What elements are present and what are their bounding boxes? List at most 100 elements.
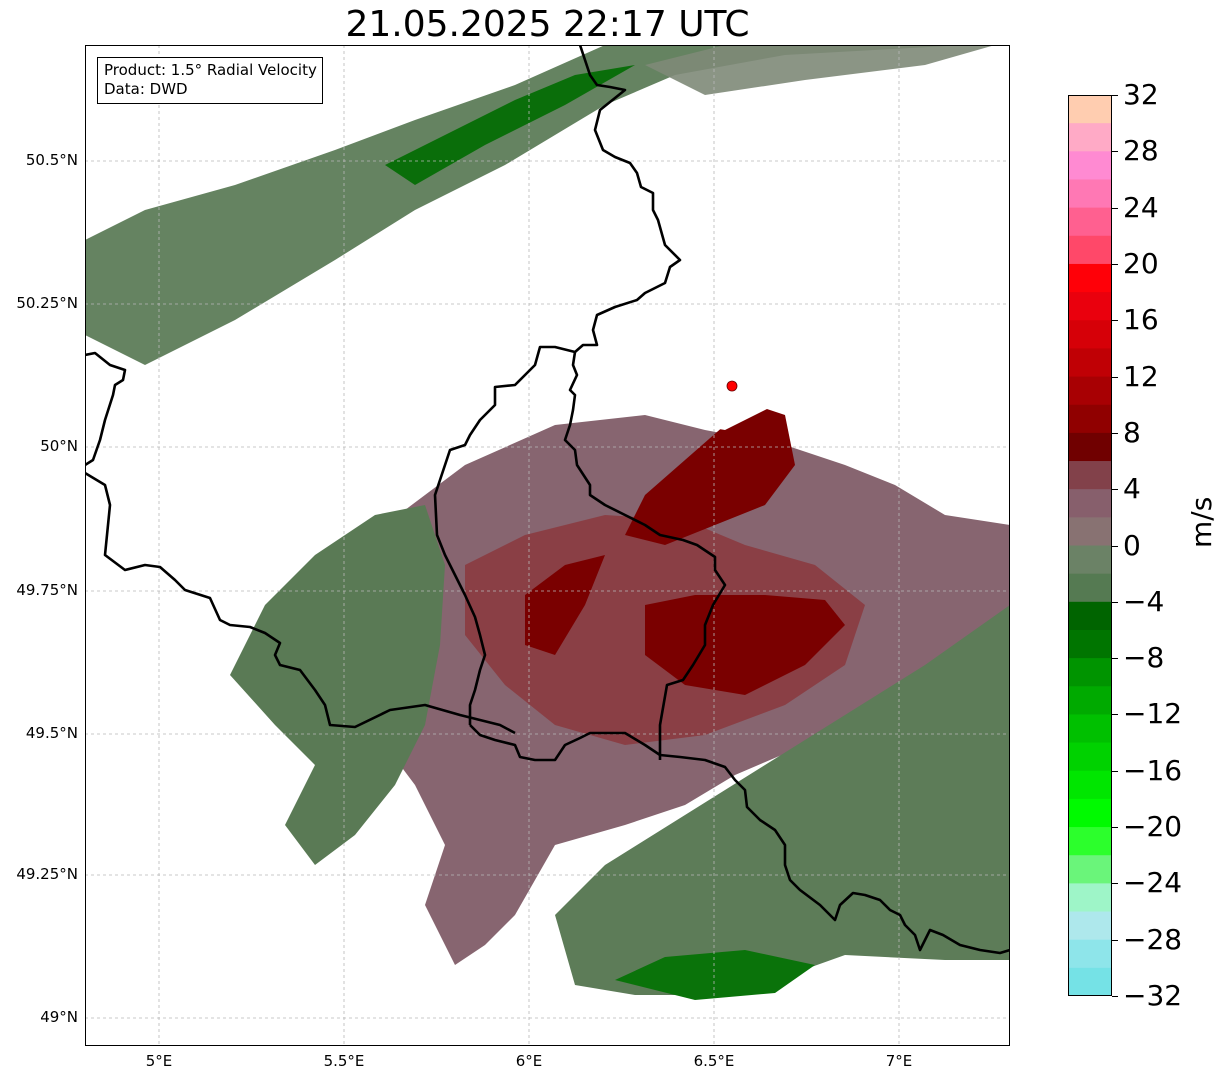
colorbar-swatch [1068,545,1112,575]
colorbar-tick-mark [1112,95,1118,96]
colorbar-tick-label: −16 [1123,753,1183,787]
colorbar-swatch [1068,151,1112,181]
colorbar-swatch [1068,263,1112,293]
colorbar-swatch [1068,123,1112,152]
border-be-lu [85,351,127,467]
colorbar [1068,95,1112,997]
colorbar-tick-mark [1112,207,1118,209]
data-source-label: Data: DWD [104,80,188,98]
colorbar-tick-mark [1112,770,1118,772]
colorbar-swatch [1068,658,1112,687]
colorbar-tick-label: −20 [1123,810,1183,844]
lat-tick-label: 49.75°N [16,581,78,599]
echo-nw-strong [385,65,635,185]
colorbar-swatch [1068,489,1112,518]
colorbar-tick-label: 12 [1123,359,1159,393]
border-be-de [574,45,682,353]
colorbar-swatch [1068,320,1112,350]
colorbar-swatch [1068,855,1112,884]
lon-tick-label: 7°E [885,1052,913,1070]
colorbar-swatch [1068,601,1112,631]
colorbar-swatch [1068,770,1112,800]
colorbar-swatch [1068,376,1112,406]
lat-tick-label: 49°N [40,1008,78,1026]
echo-s-strong-green [615,950,815,1000]
border-be-fr [85,471,516,735]
colorbar-tick-mark [1112,883,1118,885]
colorbar-tick-mark [1112,376,1118,378]
lon-tick-label: 6.5°E [693,1052,735,1070]
lat-tick-label: 49.5°N [25,724,78,742]
colorbar-tick-mark [1112,320,1118,322]
colorbar-tick-mark [1112,545,1118,547]
colorbar-tick-label: −28 [1123,922,1183,956]
colorbar-tick-label: 28 [1123,134,1159,168]
colorbar-swatch [1068,348,1112,378]
colorbar-tick-label: 16 [1123,303,1159,337]
colorbar-frame [1068,95,1112,996]
border-de-fr [659,753,1010,955]
colorbar-tick-label: 8 [1123,415,1141,449]
colorbar-swatch [1068,939,1112,969]
colorbar-swatch [1068,798,1112,828]
colorbar-swatch [1068,432,1112,462]
colorbar-swatch [1068,235,1112,265]
colorbar-tick-label: −32 [1123,979,1183,1012]
colorbar-tick-label: 20 [1123,246,1159,280]
echo-top-right [645,45,995,95]
colorbar-swatch [1068,742,1112,772]
colorbar-tick-mark [1112,151,1118,153]
lat-tick-label: 50°N [40,437,78,455]
product-label: Product: 1.5° Radial Velocity [104,61,317,79]
lon-tick-label: 5°E [145,1052,173,1070]
colorbar-swatch [1068,95,1112,124]
colorbar-tick-label: 4 [1123,472,1141,506]
colorbar-tick-label: 0 [1123,528,1141,562]
colorbar-tick-mark [1112,658,1118,660]
colorbar-swatch [1068,461,1112,490]
lon-tick-label: 5.5°E [323,1052,365,1070]
colorbar-tick-mark [1112,263,1118,265]
border-lu-fr [469,724,661,762]
colorbar-tick-mark [1112,432,1118,434]
gridlines [85,45,1010,1046]
colorbar-swatch [1068,827,1112,856]
colorbar-swatch [1068,629,1112,659]
radar-map[interactable] [85,45,1010,1046]
colorbar-swatch [1068,404,1112,434]
colorbar-swatch [1068,207,1112,237]
velocity-field [85,45,1010,1000]
colorbar-tick-label: −12 [1123,697,1183,731]
colorbar-tick-label: 24 [1123,190,1159,224]
echo-se-green [555,605,1010,995]
border-lu-de [563,351,727,760]
colorbar-tick-label: −24 [1123,866,1183,900]
country-borders [85,45,1010,955]
radar-site-marker[interactable] [726,380,738,392]
lat-tick-label: 49.25°N [16,865,78,883]
map-title: 21.05.2025 22:17 UTC [345,4,750,45]
map-border [85,45,1010,1046]
echo-strong-receding-3 [525,555,605,655]
colorbar-swatch [1068,573,1112,603]
lat-tick-label: 50.5°N [25,151,78,169]
colorbar-tick-mark [1112,489,1118,491]
colorbar-swatch [1068,686,1112,716]
colorbar-title: m/s [1185,496,1218,548]
lat-tick-label: 50.25°N [16,294,78,312]
colorbar-swatch [1068,911,1112,941]
colorbar-tick-label: −4 [1123,584,1165,618]
colorbar-swatch [1068,292,1112,321]
colorbar-tick-mark [1112,827,1118,829]
echo-strong-receding-2 [625,405,795,545]
colorbar-swatch [1068,517,1112,547]
echo-west-green [230,505,445,865]
product-info-box: Product: 1.5° Radial Velocity Data: DWD [97,57,323,104]
colorbar-tick-mark [1112,601,1118,603]
colorbar-tick-label: 32 [1123,78,1159,111]
colorbar-swatch [1068,714,1112,744]
colorbar-swatch [1068,179,1112,209]
colorbar-swatch [1068,883,1112,913]
echo-strong-receding-1 [645,595,845,695]
border-lu-be [433,345,576,725]
